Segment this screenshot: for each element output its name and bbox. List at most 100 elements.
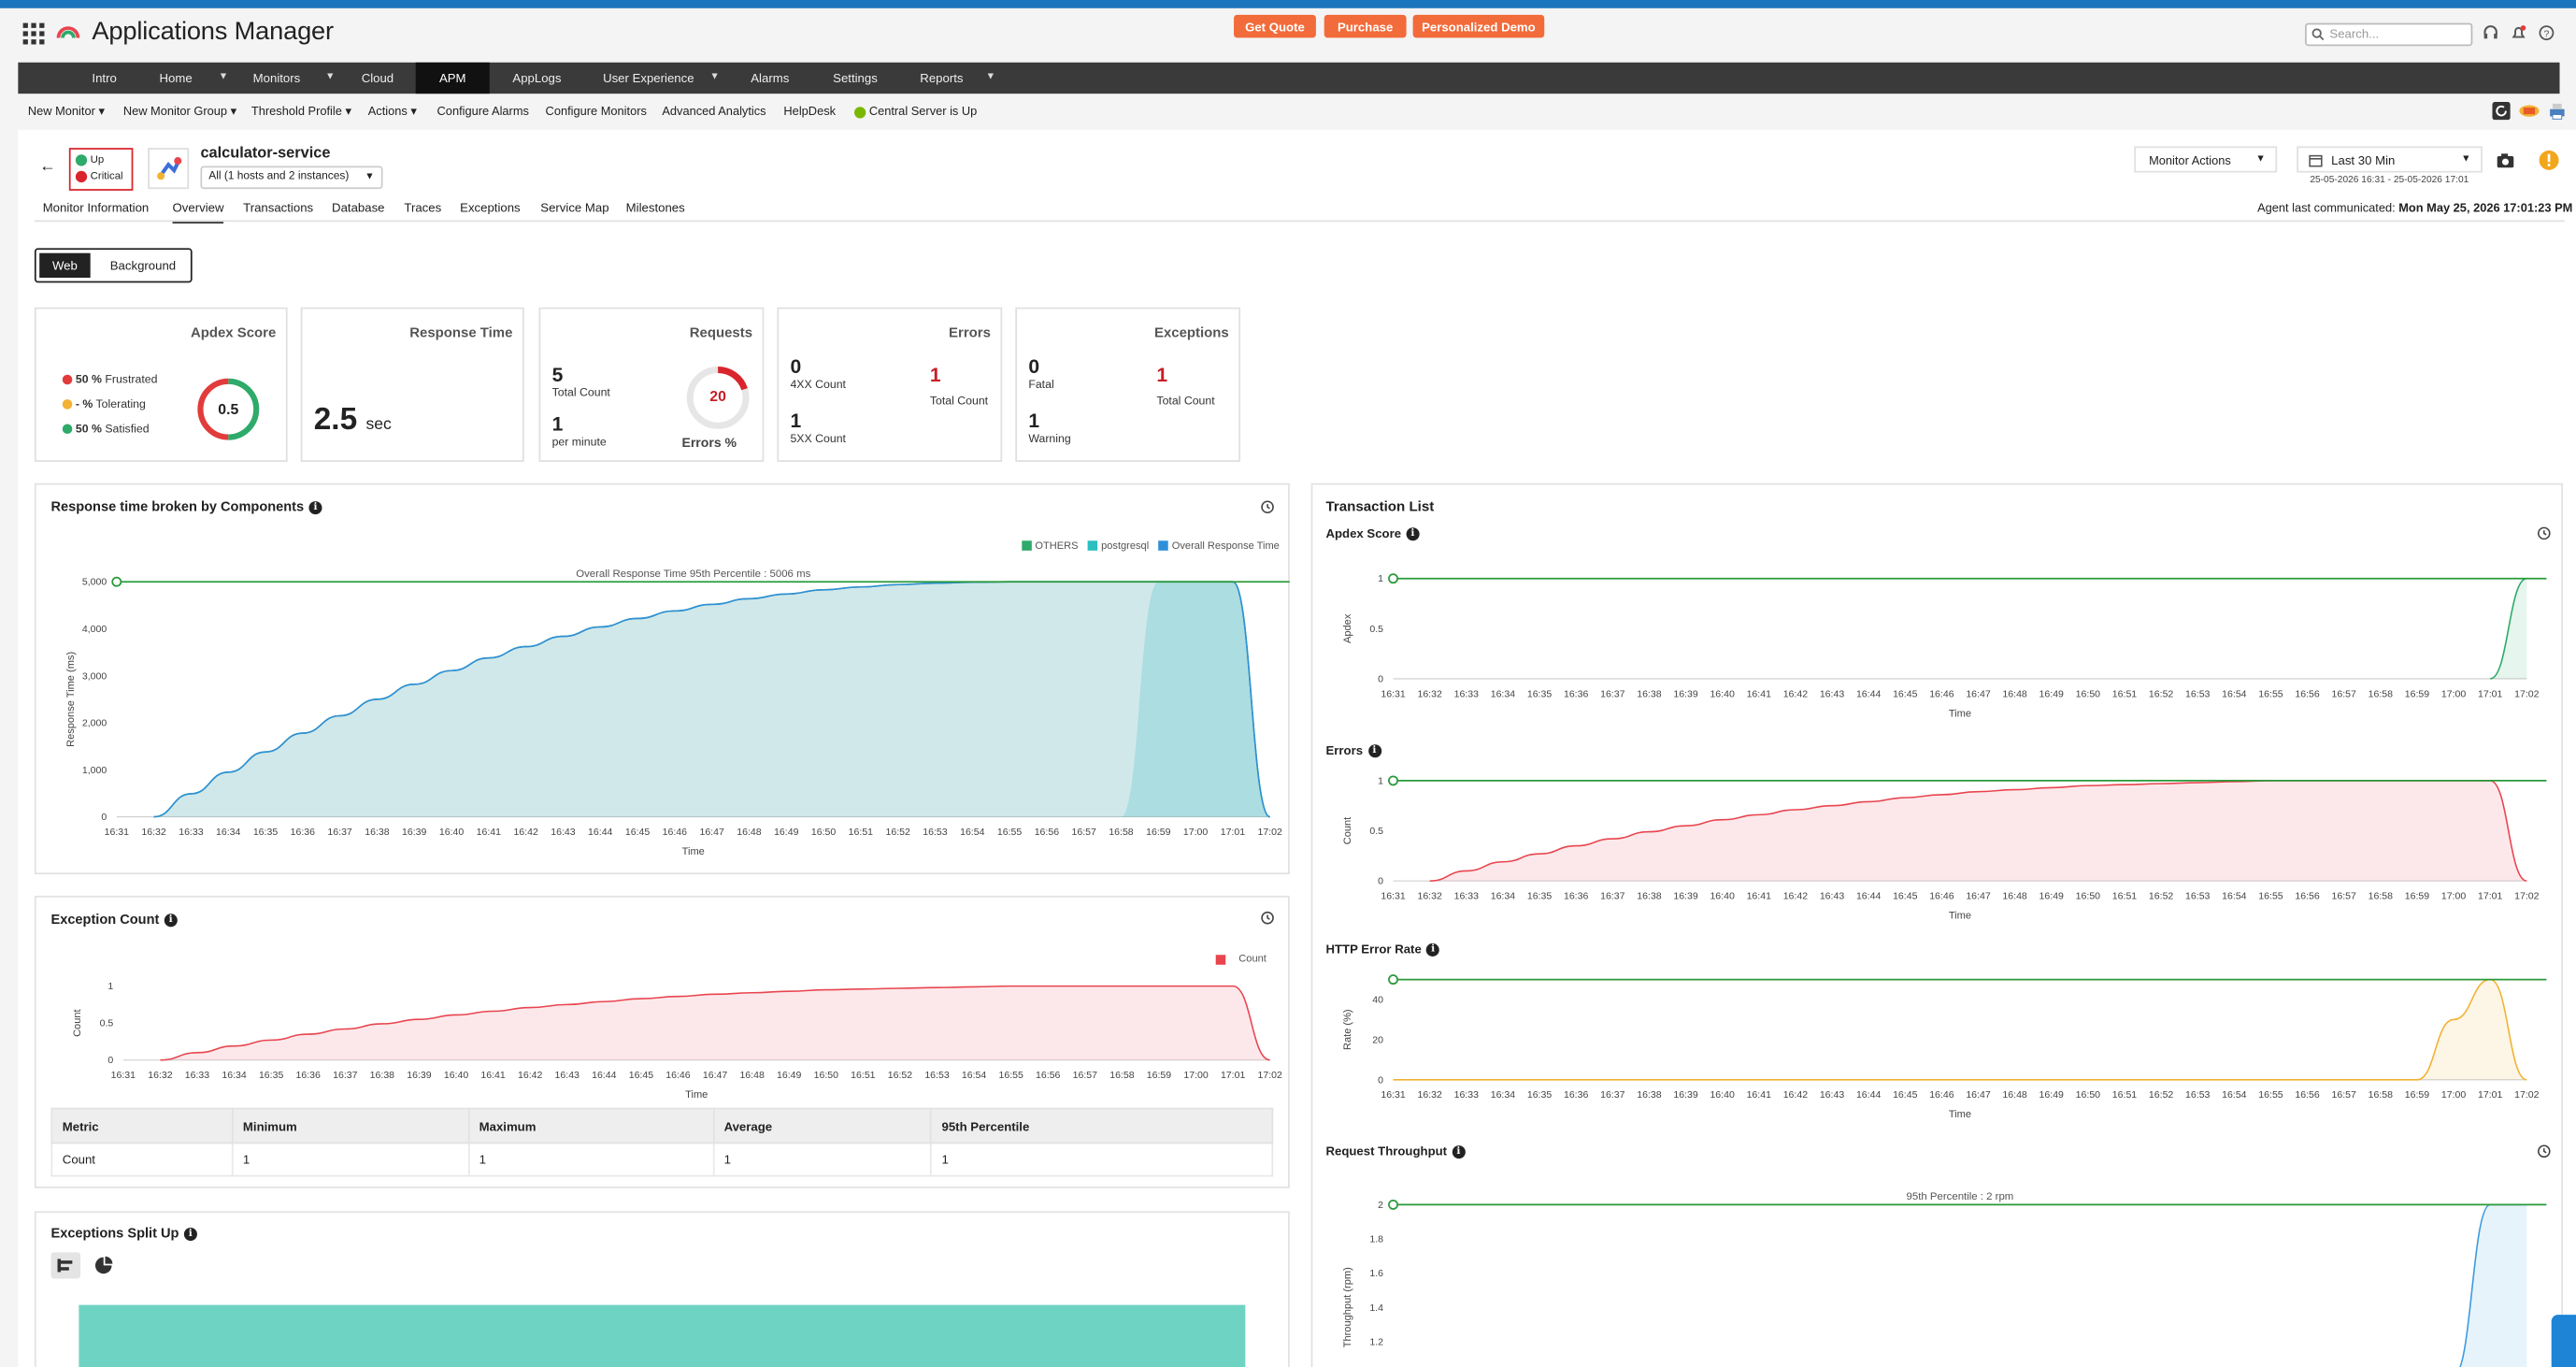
x-tick-label: 17:02: [2514, 688, 2539, 699]
x-tick-label: 16:47: [1966, 688, 1990, 699]
x-tick-label: 17:01: [2478, 688, 2502, 699]
time-period-dropdown[interactable]: Last 30 Min ▼: [2297, 146, 2483, 173]
chevron-down-icon[interactable]: ▼: [709, 72, 720, 82]
chat-widget-button[interactable]: [2551, 1315, 2576, 1367]
print-icon[interactable]: [2548, 102, 2566, 120]
legend-postgresql[interactable]: postgresql: [1088, 540, 1149, 553]
errors-title: Errors: [949, 324, 991, 340]
nav-settings[interactable]: Settings: [833, 70, 878, 86]
purchase-button[interactable]: Purchase: [1324, 14, 1407, 38]
subnav-actions[interactable]: Actions ▾: [367, 103, 417, 119]
x-tick-label: 16:42: [1783, 1089, 1808, 1101]
nav-apm[interactable]: APM: [415, 62, 490, 94]
x-tick-label: 16:34: [222, 1070, 246, 1081]
chevron-down-icon[interactable]: ▼: [325, 72, 336, 82]
history-icon[interactable]: [2537, 525, 2552, 540]
info-icon[interactable]: i: [1406, 527, 1420, 541]
get-quote-button[interactable]: Get Quote: [1234, 14, 1316, 38]
subnav-threshold-profile[interactable]: Threshold Profile ▾: [250, 103, 351, 119]
nav-cloud[interactable]: Cloud: [361, 70, 394, 86]
history-icon[interactable]: [1260, 911, 1275, 926]
response-time-chart: 5,000 4,000 3,000 2,000 1,000 0 16:31 16:32 16:3…: [65, 568, 1290, 857]
background-segment[interactable]: Background: [109, 257, 177, 273]
table-header-row: Metric Minimum Maximum Average 95th Perc…: [50, 1107, 1274, 1144]
chevron-down-icon[interactable]: ▼: [985, 72, 996, 82]
snapshot-camera-icon[interactable]: [2496, 151, 2517, 169]
tab-monitor-information[interactable]: Monitor Information: [42, 200, 150, 216]
subnav-configure-monitors[interactable]: Configure Monitors: [545, 103, 647, 119]
x-tick-label: 16:44: [588, 827, 612, 838]
x-tick-label: 16:58: [2368, 1089, 2393, 1101]
x-tick-label: 16:51: [2112, 890, 2137, 901]
search-input[interactable]: Search...: [2305, 22, 2473, 47]
exceptions-total: 1: [1156, 363, 1168, 387]
history-icon[interactable]: [1260, 499, 1275, 514]
x-tick-label: 16:45: [1893, 1089, 1917, 1101]
exception-count-chart: 1 0.5 0 16:31 16:32 16:33 16:34 16:35 16:36 16:37…: [72, 981, 1282, 1101]
requests-total: 5: [551, 363, 564, 387]
pie-chart-icon[interactable]: [93, 1256, 113, 1275]
x-tick-label: 16:39: [1673, 688, 1697, 699]
tab-overview[interactable]: Overview: [172, 200, 224, 224]
tabs-divider: [34, 220, 2565, 223]
chevron-down-icon[interactable]: ▼: [218, 72, 229, 82]
info-icon[interactable]: i: [1426, 943, 1440, 957]
exceptions-split-bar[interactable]: [79, 1304, 1246, 1367]
notification-bell-icon[interactable]: [2511, 24, 2527, 41]
y-axis-label: Apdex: [1342, 613, 1353, 643]
headset-icon[interactable]: [2483, 24, 2499, 41]
x-tick-label: 16:58: [2368, 688, 2393, 699]
percentile-annotation: 95th Percentile : 2 rpm: [1907, 1191, 2014, 1202]
threshold-marker: [1388, 573, 1398, 584]
pdf-export-icon[interactable]: [2519, 102, 2540, 120]
web-segment[interactable]: Web: [39, 252, 91, 279]
subnav-new-monitor-group[interactable]: New Monitor Group ▾: [122, 103, 237, 119]
info-icon[interactable]: i: [1367, 744, 1381, 758]
info-icon[interactable]: i: [308, 500, 322, 514]
help-icon[interactable]: ?: [2539, 24, 2555, 41]
subnav-new-monitor[interactable]: New Monitor ▾: [27, 103, 105, 119]
subnav-advanced-analytics[interactable]: Advanced Analytics: [662, 103, 766, 119]
subnav-configure-alarms[interactable]: Configure Alarms: [436, 103, 529, 119]
nav-alarms[interactable]: Alarms: [751, 70, 790, 86]
app-logo[interactable]: Applications Manager: [22, 18, 334, 48]
series-line-count: [160, 985, 1270, 1061]
x-tick-label: 16:36: [1564, 890, 1588, 901]
tab-traces[interactable]: Traces: [404, 200, 442, 216]
x-tick-label: 16:41: [1747, 890, 1771, 901]
nav-monitors[interactable]: Monitors: [252, 70, 301, 86]
bar-view-button[interactable]: [50, 1252, 81, 1279]
refresh-icon[interactable]: [2492, 101, 2511, 121]
x-tick-label: 16:53: [2185, 890, 2210, 901]
nav-home[interactable]: Home: [159, 70, 193, 86]
x-tick-label: 16:35: [259, 1070, 283, 1081]
back-arrow-icon[interactable]: ←: [39, 157, 56, 177]
monitor-actions-dropdown[interactable]: Monitor Actions ▼: [2134, 146, 2278, 173]
alert-warning-icon[interactable]: [2539, 150, 2560, 171]
x-tick-label: 16:35: [1527, 890, 1552, 901]
tab-exceptions[interactable]: Exceptions: [460, 200, 521, 216]
x-tick-label: 16:56: [2295, 1089, 2319, 1101]
nav-intro[interactable]: Intro: [92, 70, 117, 86]
legend-others[interactable]: OTHERS: [1022, 540, 1078, 553]
tab-transactions[interactable]: Transactions: [243, 200, 314, 216]
info-icon[interactable]: i: [164, 913, 178, 928]
history-icon[interactable]: [2537, 1144, 2552, 1158]
subnav-helpdesk[interactable]: HelpDesk: [783, 103, 837, 119]
instance-select[interactable]: All (1 hosts and 2 instances) ▼: [200, 165, 383, 190]
requests-title: Requests: [689, 324, 753, 340]
apps-grid-icon[interactable]: [22, 22, 45, 44]
info-icon[interactable]: i: [1452, 1145, 1466, 1159]
nav-applogs[interactable]: AppLogs: [512, 70, 562, 86]
tab-milestones[interactable]: Milestones: [625, 200, 685, 216]
info-icon[interactable]: i: [183, 1227, 197, 1241]
legend-overall[interactable]: Overall Response Time: [1158, 540, 1280, 553]
errors-chart-title: Errors i: [1325, 742, 1381, 758]
exception-legend[interactable]: Count: [1215, 953, 1267, 965]
nav-user-experience[interactable]: User Experience: [603, 70, 694, 86]
tab-database[interactable]: Database: [332, 200, 385, 216]
personalized-demo-button[interactable]: Personalized Demo: [1412, 14, 1545, 38]
nav-reports[interactable]: Reports: [920, 70, 964, 86]
series-area-count: [160, 986, 1270, 1060]
tab-service-map[interactable]: Service Map: [540, 200, 609, 216]
